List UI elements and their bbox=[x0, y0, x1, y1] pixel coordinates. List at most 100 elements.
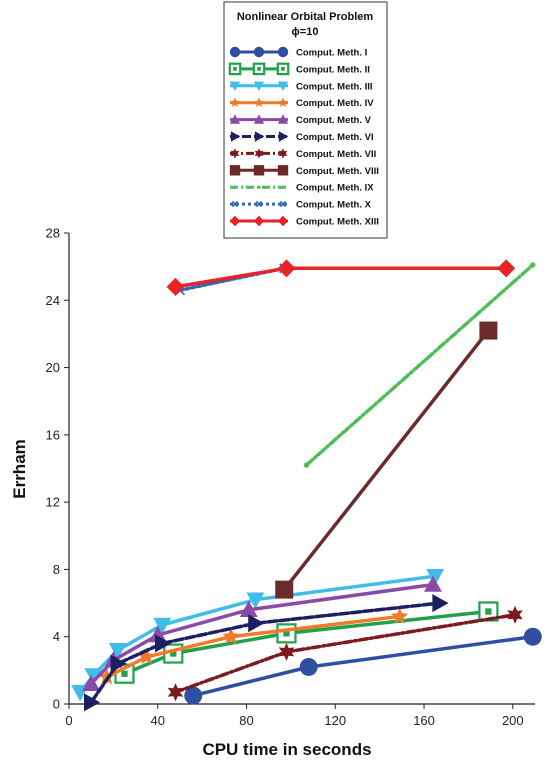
legend-marker bbox=[228, 62, 242, 76]
legend-marker bbox=[278, 131, 289, 142]
data-point bbox=[246, 592, 265, 609]
legend-marker bbox=[277, 46, 289, 58]
series-comput-meth-iv bbox=[98, 607, 409, 685]
series-comput-meth-vii bbox=[167, 605, 523, 702]
legend-subtitle: ϕ=10 bbox=[292, 26, 319, 38]
legend-marker bbox=[252, 62, 266, 76]
legend-entry: Comput. Meth. I bbox=[229, 46, 367, 59]
legend-marker bbox=[229, 81, 241, 91]
legend-label: Comput. Meth. XIII bbox=[296, 217, 379, 228]
legend-label: Comput. Meth. IV bbox=[296, 98, 374, 109]
legend-marker bbox=[277, 81, 289, 91]
legend-label: Comput. Meth. III bbox=[296, 81, 373, 92]
legend: Nonlinear Orbital Problem ϕ=10 Comput. M… bbox=[223, 1, 388, 239]
axes: 0 4 8 12 16 20 24 28 0 40 80 120 160 200 bbox=[46, 226, 535, 728]
legend-marker bbox=[230, 148, 240, 159]
data-point bbox=[530, 262, 536, 268]
legend-label: Comput. Meth. IX bbox=[296, 183, 374, 194]
data-point bbox=[248, 614, 265, 633]
x-axis-title: CPU time in seconds bbox=[202, 740, 371, 759]
legend-marker bbox=[277, 215, 289, 227]
legend-marker bbox=[254, 97, 264, 107]
legend-entry: Comput. Meth. IV bbox=[230, 97, 374, 109]
legend-entry: Comput. Meth. III bbox=[229, 81, 373, 92]
legend-label: Comput. Meth. V bbox=[296, 115, 372, 126]
data-point bbox=[108, 642, 127, 660]
legend-marker bbox=[253, 114, 265, 124]
series-line bbox=[282, 328, 491, 592]
legend-marker bbox=[257, 185, 261, 189]
legend-marker bbox=[229, 215, 241, 227]
data-point bbox=[98, 668, 116, 685]
data-point bbox=[110, 654, 127, 673]
legend-marker bbox=[278, 148, 288, 159]
data-point bbox=[275, 580, 294, 599]
legend-marker bbox=[279, 200, 287, 208]
data-point bbox=[84, 668, 103, 685]
series-line bbox=[191, 634, 535, 698]
legend-label: Comput. Meth. I bbox=[296, 48, 367, 59]
legend-marker bbox=[233, 185, 237, 189]
legend-marker bbox=[254, 131, 265, 142]
legend-marker bbox=[229, 46, 241, 58]
series-comput-meth-ix bbox=[303, 262, 536, 468]
legend-label: Comput. Meth. VII bbox=[296, 149, 376, 160]
legend-label: Comput. Meth. X bbox=[296, 200, 372, 211]
legend-entry: Comput. Meth. X bbox=[230, 200, 372, 211]
x-tick-label: 200 bbox=[502, 713, 524, 728]
legend-entry: Comput. Meth. IX bbox=[230, 183, 374, 194]
x-tick-label: 120 bbox=[324, 713, 346, 728]
legend-marker bbox=[253, 165, 265, 176]
legend-marker bbox=[229, 114, 241, 124]
legend-entry: Comput. Meth. II bbox=[228, 62, 370, 76]
series-comput-meth-ii bbox=[114, 601, 499, 684]
y-tick-label: 28 bbox=[46, 226, 60, 241]
legend-marker bbox=[255, 200, 263, 208]
data-point bbox=[277, 259, 296, 278]
series-line bbox=[304, 263, 535, 467]
y-tick-label: 0 bbox=[53, 697, 60, 712]
legend-marker bbox=[253, 215, 265, 227]
legend-label: Comput. Meth. II bbox=[296, 64, 370, 75]
data-point bbox=[222, 627, 240, 644]
legend-entry: Comput. Meth. VI bbox=[230, 131, 374, 143]
legend-marker bbox=[231, 200, 239, 208]
y-tick-label: 4 bbox=[53, 629, 60, 644]
series-line bbox=[104, 614, 402, 679]
data-point bbox=[523, 627, 542, 646]
data-point bbox=[507, 605, 523, 624]
series-comput-meth-viii bbox=[275, 321, 498, 599]
data-point bbox=[303, 462, 310, 468]
series-comput-meth-vi bbox=[83, 594, 449, 712]
y-tick-label: 8 bbox=[53, 562, 60, 577]
data-point bbox=[299, 657, 318, 676]
data-point bbox=[155, 634, 172, 653]
x-tick-label: 80 bbox=[239, 713, 253, 728]
series-line bbox=[122, 609, 491, 676]
x-tick-label: 0 bbox=[65, 713, 72, 728]
legend-entry: Comput. Meth. XIII bbox=[229, 215, 379, 228]
legend-title: Nonlinear Orbital Problem bbox=[237, 11, 374, 23]
data-point bbox=[278, 642, 295, 661]
data-point bbox=[82, 674, 101, 692]
data-point bbox=[138, 647, 156, 665]
data-point bbox=[184, 686, 203, 705]
legend-marker bbox=[281, 185, 285, 189]
legend-entry: Comput. Meth. VIII bbox=[229, 165, 379, 177]
series-layer bbox=[71, 259, 542, 712]
legend-label: Comput. Meth. VIII bbox=[296, 166, 379, 177]
x-tick-label: 160 bbox=[413, 713, 435, 728]
series-comput-meth-i bbox=[184, 627, 542, 705]
data-point bbox=[239, 600, 258, 617]
data-point bbox=[432, 594, 449, 613]
y-tick-label: 20 bbox=[46, 360, 60, 375]
y-tick-label: 24 bbox=[46, 293, 60, 308]
legend-marker bbox=[276, 62, 290, 76]
data-point bbox=[497, 259, 516, 278]
data-point bbox=[479, 321, 498, 340]
data-point bbox=[426, 568, 445, 586]
data-point bbox=[83, 693, 101, 712]
legend-marker bbox=[229, 165, 241, 176]
data-point bbox=[148, 626, 167, 643]
